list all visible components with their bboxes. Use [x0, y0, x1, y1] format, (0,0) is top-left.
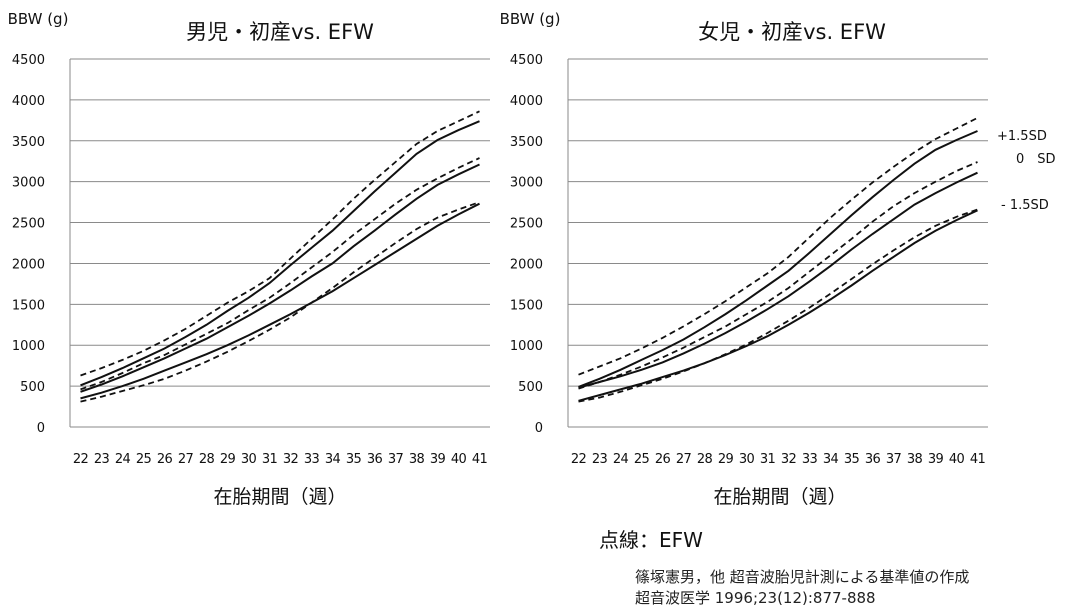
female-xtick-label: 32	[781, 452, 796, 467]
female-ytick-label: 0	[535, 421, 543, 436]
male-xtick-label: 31	[262, 452, 278, 467]
male-ytick-label: 2500	[12, 217, 45, 232]
male-ytick-label: 1500	[12, 298, 45, 313]
male-xtick-label: 37	[388, 452, 404, 467]
female-xtick-label: 24	[613, 452, 629, 467]
male-x-axis-label: 在胎期間（週）	[213, 486, 346, 508]
male-xtick-label: 32	[283, 452, 298, 467]
female-sd-annotation: +1.5SD	[997, 129, 1047, 144]
male-ytick-label: 3500	[12, 135, 45, 150]
female-xtick-label: 31	[760, 452, 776, 467]
male-xtick-label: 28	[199, 452, 215, 467]
male-ytick-label: 500	[20, 380, 45, 395]
female-y-axis-unit: BBW (g)	[500, 10, 561, 28]
female-xtick-label: 37	[886, 452, 902, 467]
male-xtick-label: 33	[304, 452, 320, 467]
female-x-axis-label: 在胎期間（週）	[713, 486, 846, 508]
reference-line-2: 超音波医学 1996;23(12):877-888	[635, 589, 876, 607]
female-xtick-label: 29	[718, 452, 734, 467]
male-xtick-label: 39	[430, 452, 446, 467]
male-xtick-label: 35	[346, 452, 362, 467]
male-series-bbw-solid-5	[80, 202, 480, 400]
female-xtick-label: 25	[634, 452, 650, 467]
male-xtick-label: 26	[157, 452, 173, 467]
female-ytick-label: 1500	[510, 298, 543, 313]
male-xtick-label: 23	[94, 452, 110, 467]
female-ytick-label: 3000	[510, 176, 543, 191]
male-series-efw-dashed-4	[80, 201, 480, 403]
male-ytick-label: 4000	[12, 94, 45, 109]
male-xtick-label: 22	[73, 452, 88, 467]
female-xtick-label: 39	[928, 452, 944, 467]
male-xtick-label: 36	[367, 452, 383, 467]
female-xtick-label: 36	[865, 452, 881, 467]
female-series-bbw-solid-5	[578, 209, 978, 402]
female-xtick-label: 34	[823, 452, 839, 467]
male-xtick-label: 38	[409, 452, 425, 467]
female-ytick-label: 500	[518, 380, 543, 395]
male-series-bbw-solid-3	[80, 163, 480, 393]
male-series-efw-dashed-0	[80, 110, 480, 377]
male-xtick-label: 30	[241, 452, 257, 467]
female-xtick-label: 28	[697, 452, 713, 467]
female-ytick-label: 3500	[510, 135, 543, 150]
male-ytick-label: 2000	[12, 257, 45, 272]
male-xtick-label: 41	[472, 452, 488, 467]
male-chart-title: 男児・初産vs. EFW	[186, 20, 374, 44]
male-series-bbw-solid-1	[80, 120, 480, 387]
male-xtick-label: 29	[220, 452, 236, 467]
female-xtick-label: 27	[676, 452, 692, 467]
legend-note: 点線：EFW	[599, 528, 703, 552]
male-ytick-label: 0	[37, 421, 45, 436]
female-xtick-label: 33	[802, 452, 818, 467]
male-xtick-label: 25	[136, 452, 152, 467]
male-y-axis-unit: BBW (g)	[8, 10, 69, 28]
male-xtick-label: 40	[451, 452, 467, 467]
male-ytick-label: 3000	[12, 176, 45, 191]
female-sd-annotation: - 1.5SD	[1001, 198, 1049, 213]
male-series-efw-dashed-2	[80, 157, 480, 391]
female-ytick-label: 1000	[510, 339, 543, 354]
female-xtick-label: 35	[844, 452, 860, 467]
female-ytick-label: 4500	[510, 53, 543, 68]
male-ytick-label: 1000	[12, 339, 45, 354]
female-xtick-label: 23	[592, 452, 608, 467]
male-xtick-label: 34	[325, 452, 341, 467]
female-ytick-label: 4000	[510, 94, 543, 109]
male-xtick-label: 24	[115, 452, 131, 467]
female-series-efw-dashed-0	[578, 117, 978, 376]
female-xtick-label: 40	[949, 452, 965, 467]
female-xtick-label: 26	[655, 452, 671, 467]
female-xtick-label: 41	[970, 452, 986, 467]
female-xtick-label: 22	[571, 452, 586, 467]
female-ytick-label: 2500	[510, 217, 543, 232]
female-series-efw-dashed-2	[578, 161, 978, 390]
female-xtick-label: 38	[907, 452, 923, 467]
female-chart-title: 女児・初産vs. EFW	[698, 20, 886, 44]
male-ytick-label: 4500	[12, 53, 45, 68]
female-xtick-label: 30	[739, 452, 755, 467]
female-sd-annotation: 0 SD	[1016, 152, 1056, 167]
female-series-bbw-solid-1	[578, 130, 978, 388]
female-ytick-label: 2000	[510, 257, 543, 272]
male-xtick-label: 27	[178, 452, 194, 467]
female-series-efw-dashed-4	[578, 208, 978, 403]
female-series-bbw-solid-3	[578, 171, 978, 389]
reference-line-1: 篠塚憲男，他 超音波胎児計測による基準値の作成	[635, 568, 970, 586]
